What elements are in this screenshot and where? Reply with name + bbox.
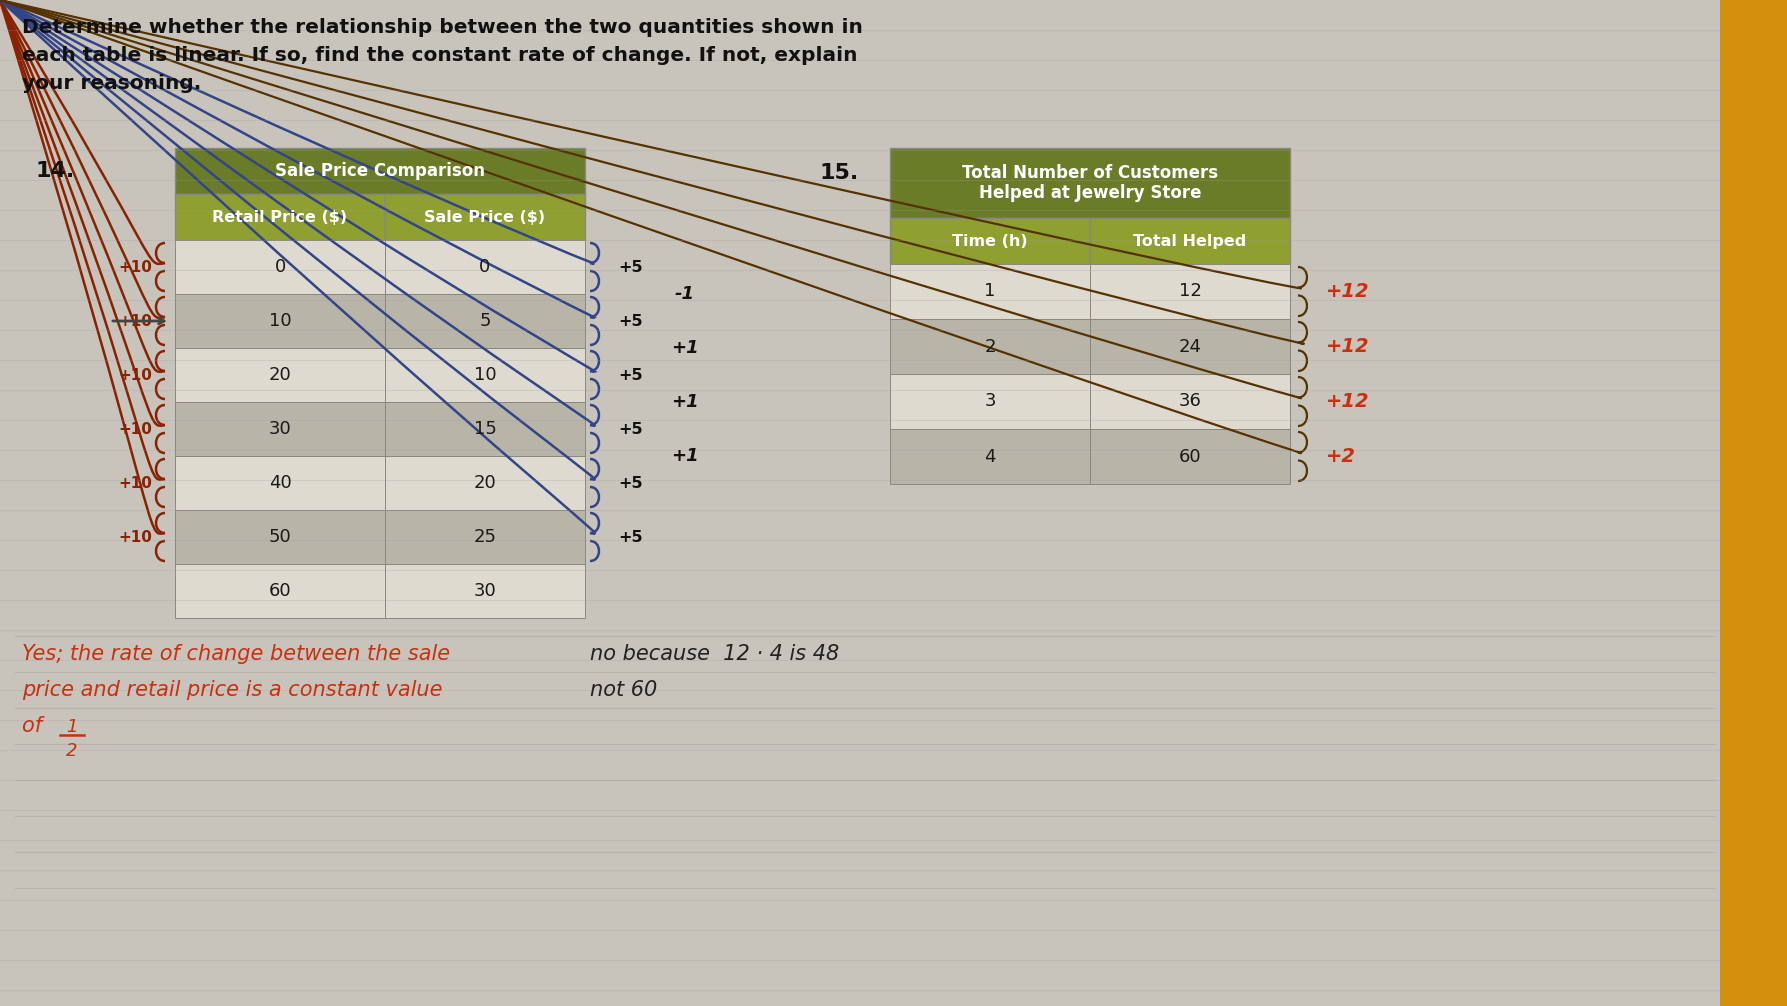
FancyBboxPatch shape <box>384 510 584 564</box>
Text: 20: 20 <box>268 366 291 384</box>
Text: 2: 2 <box>66 742 79 760</box>
Text: 50: 50 <box>268 528 291 546</box>
FancyBboxPatch shape <box>890 319 1090 374</box>
FancyBboxPatch shape <box>890 429 1090 484</box>
Text: +10: +10 <box>118 422 152 437</box>
Text: +10: +10 <box>118 476 152 491</box>
FancyBboxPatch shape <box>175 564 384 618</box>
Text: of: of <box>21 716 48 736</box>
FancyBboxPatch shape <box>384 240 584 294</box>
Text: Sale Price Comparison: Sale Price Comparison <box>275 162 484 180</box>
Text: 20: 20 <box>474 474 497 492</box>
Text: +5: +5 <box>618 260 643 275</box>
FancyBboxPatch shape <box>175 348 384 402</box>
Text: +1: +1 <box>672 339 699 357</box>
Text: +5: +5 <box>618 529 643 544</box>
Text: 24: 24 <box>1178 337 1201 355</box>
Text: +5: +5 <box>618 314 643 329</box>
Text: 40: 40 <box>268 474 291 492</box>
Text: +12: +12 <box>1326 282 1369 301</box>
Text: Sale Price ($): Sale Price ($) <box>425 209 545 224</box>
Text: 5: 5 <box>479 312 491 330</box>
Text: not 60: not 60 <box>590 680 658 700</box>
FancyBboxPatch shape <box>175 240 384 294</box>
FancyBboxPatch shape <box>175 194 384 240</box>
FancyBboxPatch shape <box>1090 319 1290 374</box>
Text: +1: +1 <box>672 393 699 411</box>
Text: 30: 30 <box>474 582 497 600</box>
Text: Total Number of Customers
Helped at Jewelry Store: Total Number of Customers Helped at Jewe… <box>961 164 1219 202</box>
Text: +10: +10 <box>118 529 152 544</box>
FancyBboxPatch shape <box>384 564 584 618</box>
FancyBboxPatch shape <box>1090 374 1290 429</box>
FancyBboxPatch shape <box>175 148 584 194</box>
FancyBboxPatch shape <box>890 148 1290 218</box>
Text: your reasoning.: your reasoning. <box>21 74 202 93</box>
Text: 30: 30 <box>268 420 291 438</box>
Text: Retail Price ($): Retail Price ($) <box>213 209 347 224</box>
Text: Total Helped: Total Helped <box>1133 233 1247 248</box>
FancyBboxPatch shape <box>1090 429 1290 484</box>
Text: 0: 0 <box>275 258 286 276</box>
Text: 15.: 15. <box>820 163 860 183</box>
Text: 3: 3 <box>985 392 995 410</box>
Text: 12: 12 <box>1179 283 1201 301</box>
Text: +2: +2 <box>1326 447 1356 466</box>
FancyBboxPatch shape <box>175 510 384 564</box>
Text: -1: -1 <box>675 285 695 303</box>
Text: 0: 0 <box>479 258 491 276</box>
Text: 60: 60 <box>1179 448 1201 466</box>
Text: 60: 60 <box>268 582 291 600</box>
FancyBboxPatch shape <box>890 264 1090 319</box>
Text: +5: +5 <box>618 476 643 491</box>
FancyBboxPatch shape <box>1090 218 1290 264</box>
Text: 14.: 14. <box>36 161 75 181</box>
FancyBboxPatch shape <box>384 294 584 348</box>
FancyBboxPatch shape <box>1721 0 1787 1006</box>
Text: Yes; the rate of change between the sale: Yes; the rate of change between the sale <box>21 644 450 664</box>
Text: +12: +12 <box>1326 337 1369 356</box>
FancyBboxPatch shape <box>890 218 1090 264</box>
Text: 4: 4 <box>985 448 995 466</box>
Text: +10: +10 <box>118 367 152 382</box>
Text: 1: 1 <box>66 718 79 736</box>
Text: 10: 10 <box>474 366 497 384</box>
Text: 15: 15 <box>474 420 497 438</box>
FancyBboxPatch shape <box>175 456 384 510</box>
Text: +1: +1 <box>672 447 699 465</box>
FancyBboxPatch shape <box>384 348 584 402</box>
Text: Time (h): Time (h) <box>952 233 1028 248</box>
Text: +5: +5 <box>618 422 643 437</box>
Text: +10: +10 <box>118 260 152 275</box>
FancyBboxPatch shape <box>384 456 584 510</box>
Text: 25: 25 <box>474 528 497 546</box>
Text: Determine whether the relationship between the two quantities shown in: Determine whether the relationship betwe… <box>21 18 863 37</box>
Text: +5: +5 <box>618 367 643 382</box>
Text: no because  12 · 4 is 48: no because 12 · 4 is 48 <box>590 644 840 664</box>
FancyBboxPatch shape <box>175 294 384 348</box>
Text: +12: +12 <box>1326 392 1369 411</box>
FancyBboxPatch shape <box>1090 264 1290 319</box>
Text: 10: 10 <box>268 312 291 330</box>
Text: 2: 2 <box>985 337 995 355</box>
FancyBboxPatch shape <box>384 194 584 240</box>
Text: each table is linear. If so, find the constant rate of change. If not, explain: each table is linear. If so, find the co… <box>21 46 858 65</box>
FancyBboxPatch shape <box>384 402 584 456</box>
FancyBboxPatch shape <box>890 374 1090 429</box>
Text: price and retail price is a constant value: price and retail price is a constant val… <box>21 680 443 700</box>
Text: 36: 36 <box>1179 392 1201 410</box>
Text: +10: +10 <box>118 314 152 329</box>
FancyBboxPatch shape <box>175 402 384 456</box>
Text: 1: 1 <box>985 283 995 301</box>
